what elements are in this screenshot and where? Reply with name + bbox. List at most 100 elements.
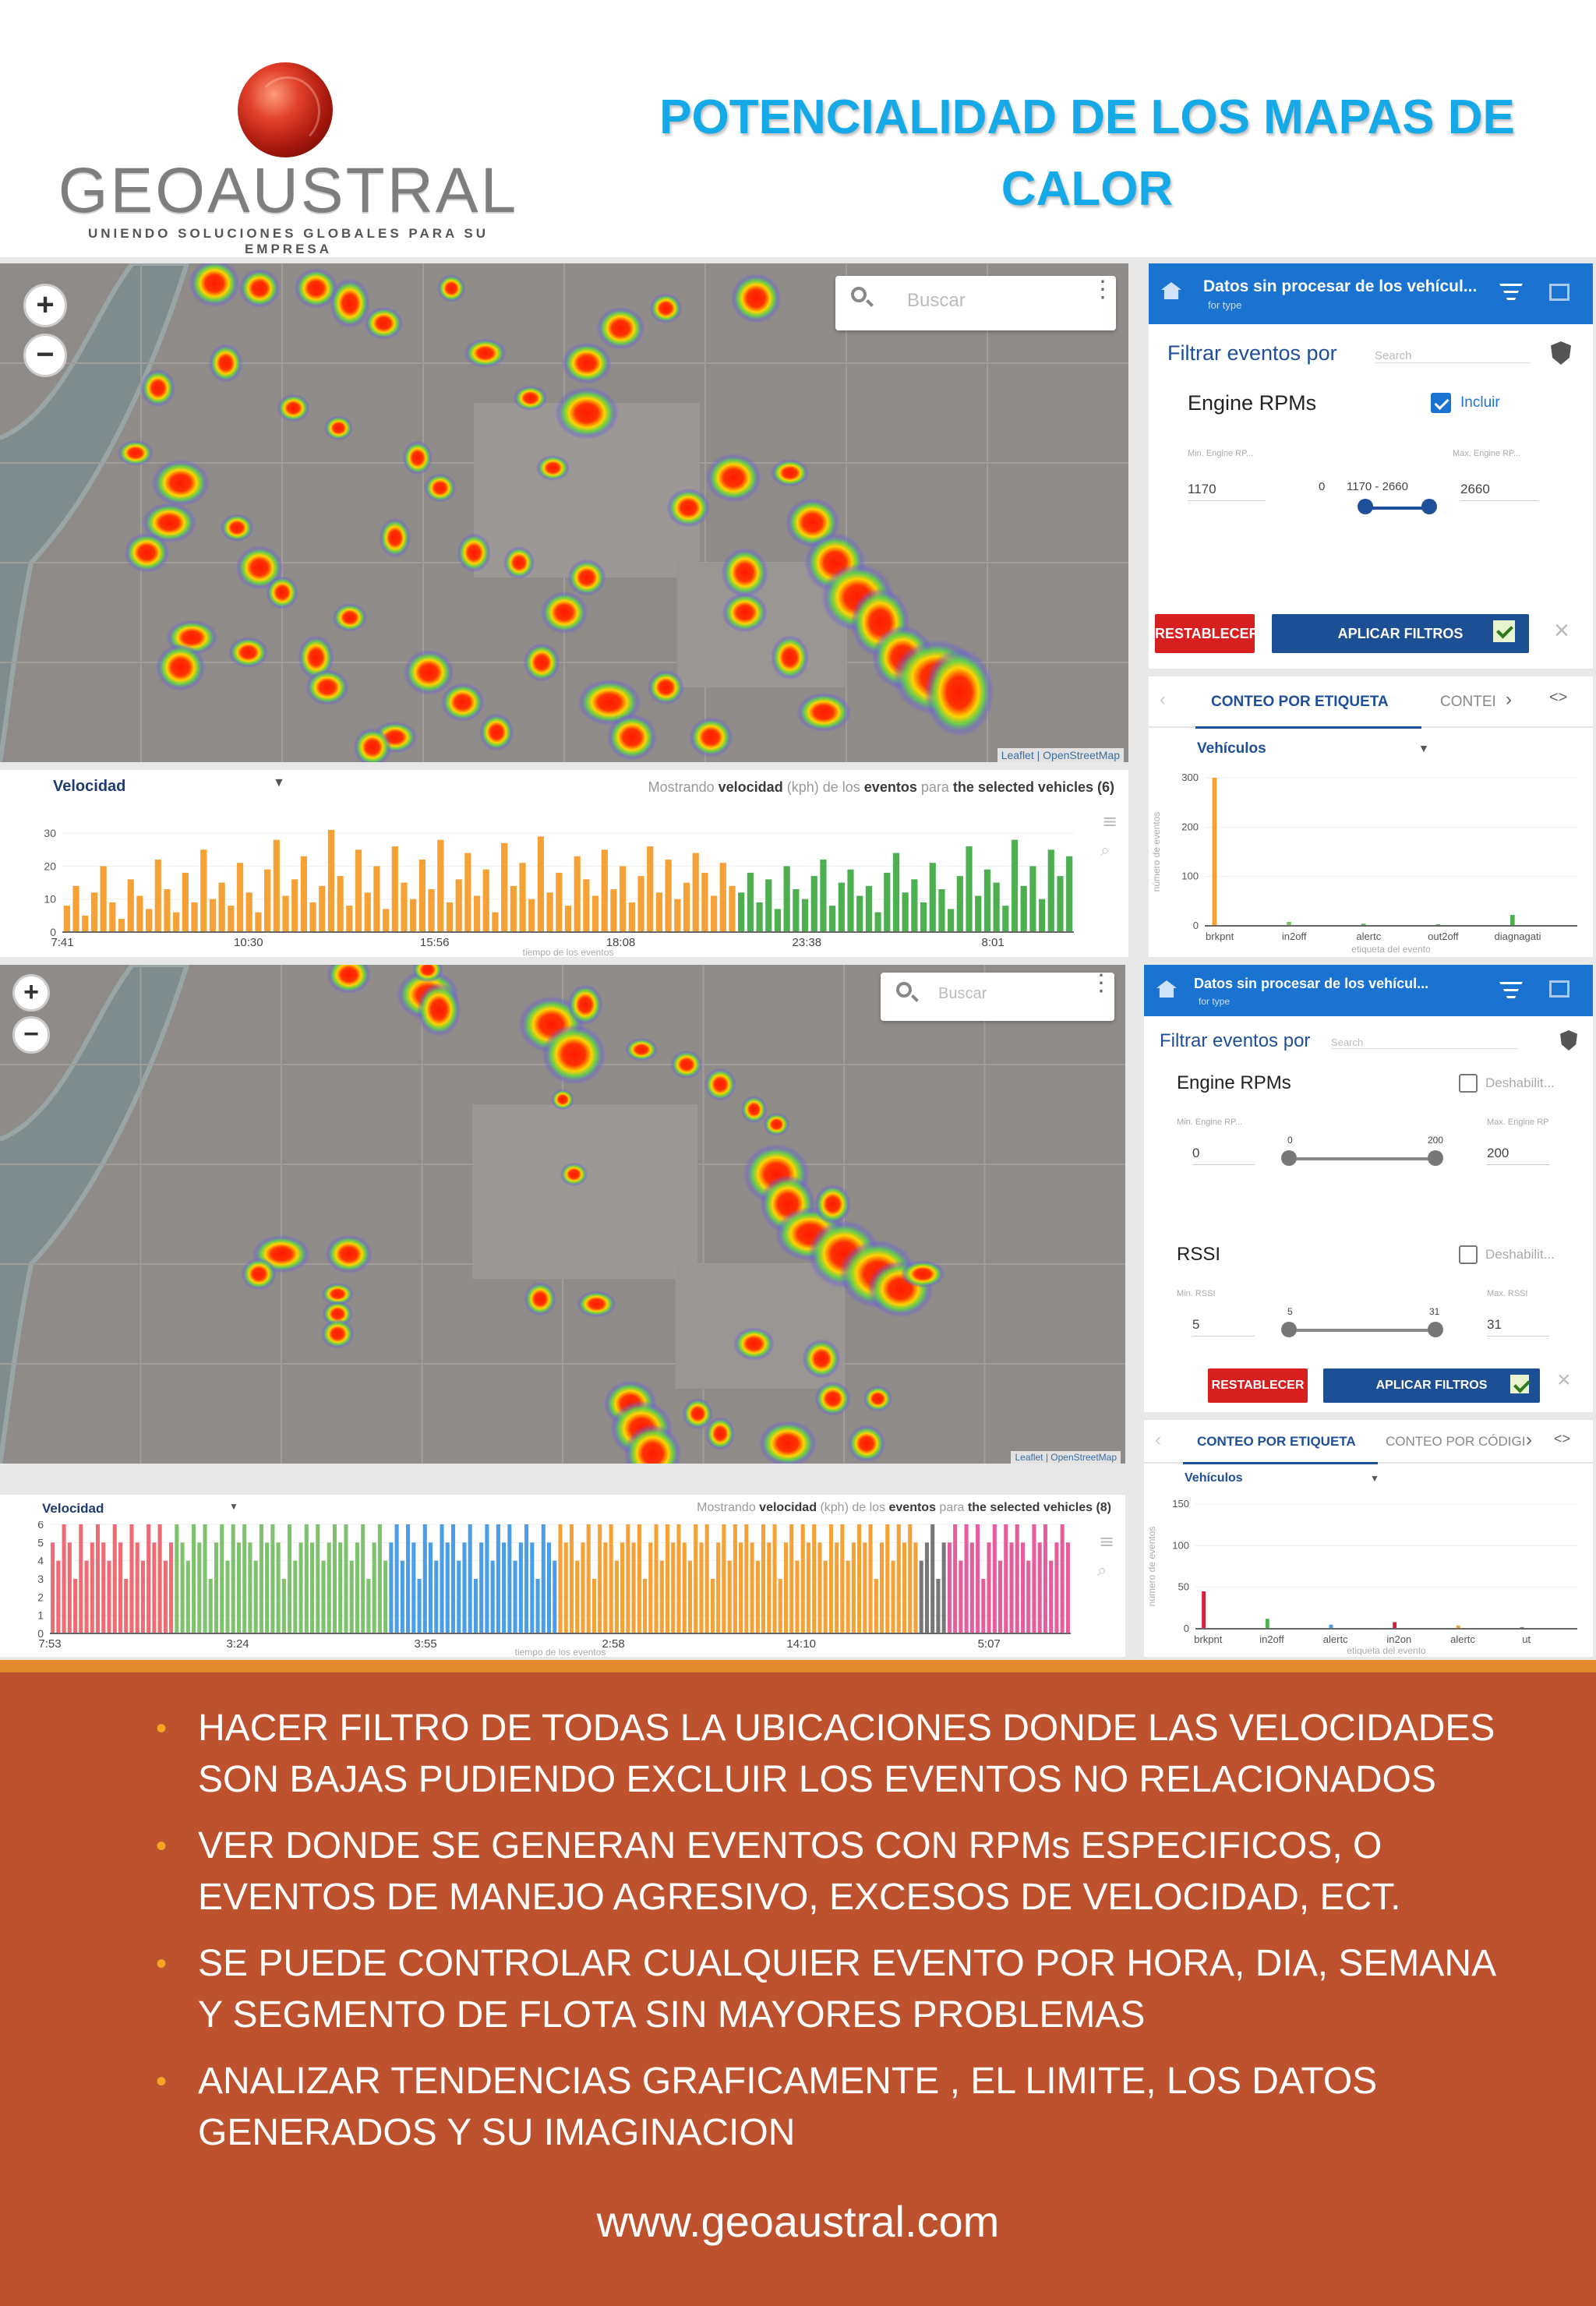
speed-bar[interactable] <box>902 1542 907 1633</box>
speed-bar[interactable] <box>236 863 244 932</box>
shield-icon[interactable] <box>1560 1030 1577 1051</box>
speed-bar[interactable] <box>828 1524 833 1633</box>
speed-bar[interactable] <box>56 1560 61 1633</box>
speed-bar[interactable] <box>422 1524 427 1633</box>
speed-bar[interactable] <box>316 1524 320 1633</box>
speed-bar[interactable] <box>309 902 316 932</box>
speed-bar[interactable] <box>319 885 326 932</box>
count-bar[interactable] <box>1456 1625 1460 1629</box>
speed-bar[interactable] <box>355 849 362 932</box>
speed-bar[interactable] <box>1009 1542 1014 1633</box>
speed-bar[interactable] <box>930 1524 935 1633</box>
speed-bar[interactable] <box>778 1579 782 1633</box>
speed-bar[interactable] <box>911 879 918 932</box>
speed-bar[interactable] <box>880 1542 885 1633</box>
speed-bar[interactable] <box>676 1524 681 1633</box>
range-handle-min[interactable] <box>1281 1150 1297 1166</box>
include-checkbox[interactable] <box>1431 393 1451 413</box>
speed-bar[interactable] <box>169 1542 174 1633</box>
speed-bar[interactable] <box>107 1560 111 1633</box>
speed-bar[interactable] <box>62 1524 66 1633</box>
speed-bar[interactable] <box>468 1524 472 1633</box>
menu-icon[interactable]: ≡ <box>1102 810 1118 832</box>
speed-bar[interactable] <box>446 902 454 932</box>
speed-bar[interactable] <box>682 1542 687 1633</box>
count-bar[interactable] <box>1393 1622 1397 1629</box>
speed-bar[interactable] <box>674 899 681 932</box>
home-icon[interactable] <box>1156 980 1177 998</box>
speed-bar[interactable] <box>609 1524 613 1633</box>
speed-bar[interactable] <box>1004 1524 1008 1633</box>
speed-bar[interactable] <box>265 1542 270 1633</box>
speed-bar[interactable] <box>90 892 98 932</box>
speed-bar[interactable] <box>327 829 335 932</box>
speed-bar[interactable] <box>671 1542 676 1633</box>
speed-bar[interactable] <box>361 1524 365 1633</box>
speed-bar[interactable] <box>411 1542 416 1633</box>
speed-bar[interactable] <box>462 1542 467 1633</box>
speed-bar[interactable] <box>694 1524 698 1633</box>
speed-bar[interactable] <box>716 1542 721 1633</box>
speed-bar[interactable] <box>473 895 481 932</box>
speed-bar[interactable] <box>628 902 635 932</box>
tab-count-by-code[interactable]: CONTEI <box>1440 694 1496 710</box>
code-icon[interactable]: <> <box>1549 689 1568 706</box>
speed-bar[interactable] <box>182 872 189 932</box>
map-attribution[interactable]: Leaflet | OpenStreetMap <box>1011 1451 1121 1464</box>
speed-bar[interactable] <box>699 1542 704 1633</box>
disable-checkbox[interactable] <box>1459 1074 1478 1093</box>
speed-bar[interactable] <box>501 842 508 932</box>
speed-bar[interactable] <box>738 892 745 932</box>
speed-bar[interactable] <box>847 869 854 932</box>
speed-bar[interactable] <box>410 899 417 932</box>
speed-bar[interactable] <box>338 1542 343 1633</box>
count-bar[interactable] <box>1265 1619 1269 1629</box>
menu-icon[interactable]: ≡ <box>1099 1531 1114 1552</box>
columns-icon[interactable] <box>1549 284 1570 301</box>
search-input[interactable]: Buscar <box>907 290 966 311</box>
speed-bar[interactable] <box>975 895 982 932</box>
reset-button[interactable]: RESTABLECER <box>1155 614 1259 653</box>
speed-bar[interactable] <box>987 1542 991 1633</box>
speed-bar[interactable] <box>519 863 526 932</box>
range-handle-max[interactable] <box>1421 499 1437 514</box>
speed-bar[interactable] <box>806 1542 810 1633</box>
speed-bar[interactable] <box>327 1542 331 1633</box>
max-value-input[interactable]: 200 <box>1487 1146 1549 1165</box>
speed-bar[interactable] <box>744 1524 749 1633</box>
speed-bar[interactable] <box>154 859 161 932</box>
speed-bar[interactable] <box>546 892 553 932</box>
speed-bar[interactable] <box>245 892 252 932</box>
filter-icon[interactable] <box>1499 982 1523 999</box>
speed-bar[interactable] <box>1038 899 1046 932</box>
speed-bar[interactable] <box>337 876 344 932</box>
zoom-out-button[interactable]: − <box>12 1016 50 1054</box>
speed-bar[interactable] <box>129 1524 134 1633</box>
website-link[interactable]: www.geoaustral.com <box>596 2197 1000 2246</box>
speed-bar[interactable] <box>152 1542 157 1633</box>
speed-bar[interactable] <box>710 1579 715 1633</box>
speed-bar[interactable] <box>118 919 125 932</box>
speed-bar[interactable] <box>601 849 608 932</box>
chevron-down-icon[interactable]: ▼ <box>1418 742 1429 754</box>
speed-bar[interactable] <box>591 895 599 932</box>
speed-bar[interactable] <box>391 846 398 932</box>
speed-bar[interactable] <box>437 839 444 932</box>
speed-bar[interactable] <box>840 1524 845 1633</box>
tab-count-by-label[interactable]: CONTEO POR ETIQUETA <box>1211 694 1389 710</box>
speed-bar[interactable] <box>208 1579 213 1633</box>
speed-bar[interactable] <box>185 1560 190 1633</box>
speed-bar[interactable] <box>135 1542 139 1633</box>
speed-bar[interactable] <box>1066 856 1073 932</box>
speed-bar[interactable] <box>884 872 891 932</box>
speed-bar[interactable] <box>473 1579 478 1633</box>
speed-bar[interactable] <box>366 1579 371 1633</box>
speed-bar[interactable] <box>953 1524 958 1633</box>
speed-bar[interactable] <box>218 882 225 932</box>
map-search-box[interactable]: Buscar ⋮ <box>835 276 1116 330</box>
speed-bar[interactable] <box>502 1542 507 1633</box>
speed-bar[interactable] <box>173 912 180 932</box>
speed-bar[interactable] <box>575 1560 580 1633</box>
speed-bar[interactable] <box>959 1560 963 1633</box>
speed-bar[interactable] <box>394 1524 399 1633</box>
